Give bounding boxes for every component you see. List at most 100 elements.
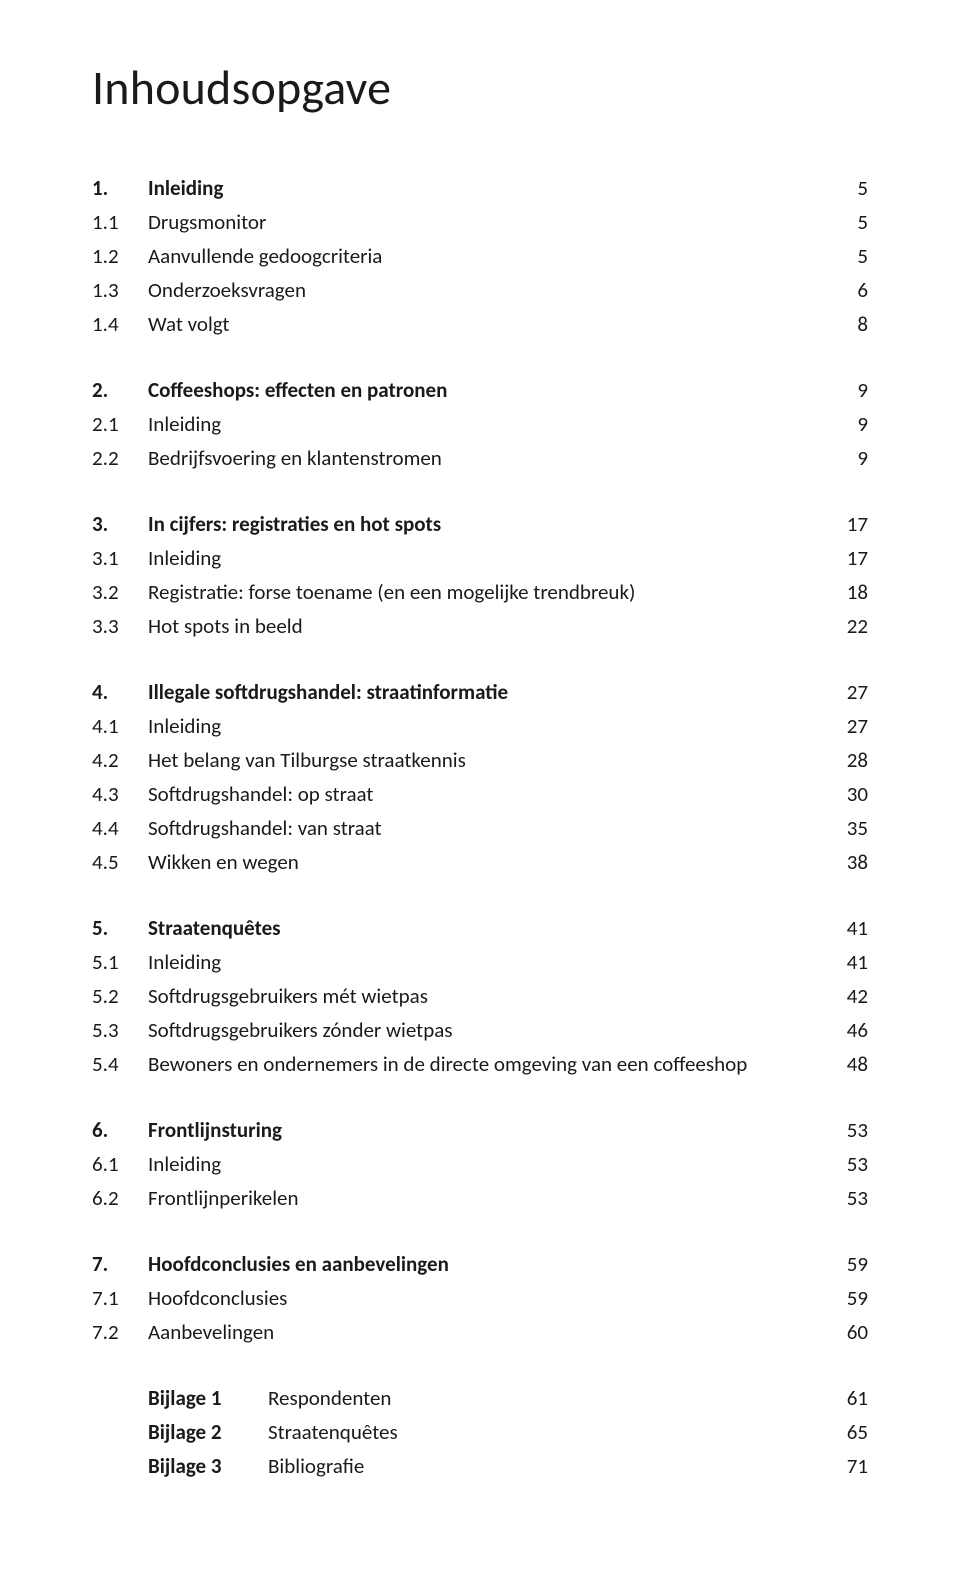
toc-bijlage-label: Bijlage 2 bbox=[148, 1415, 268, 1449]
toc-number: 1.2 bbox=[92, 239, 148, 273]
toc-page-number: 59 bbox=[828, 1281, 868, 1315]
toc-subitem: 7.2Aanbevelingen60 bbox=[92, 1315, 868, 1349]
toc-section-head: 7.Hoofdconclusies en aanbevelingen59 bbox=[92, 1247, 868, 1281]
toc-number: 7. bbox=[92, 1247, 148, 1281]
toc-page-number: 5 bbox=[828, 205, 868, 239]
toc-title-text: Frontlijnsturing bbox=[148, 1113, 828, 1147]
toc-subitem: 1.2Aanvullende gedoogcriteria5 bbox=[92, 239, 868, 273]
toc-subitem: 1.1Drugsmonitor5 bbox=[92, 205, 868, 239]
toc-bijlage-title: Straatenquêtes bbox=[268, 1415, 828, 1449]
toc-section-head: 4.Illegale softdrugshandel: straatinform… bbox=[92, 675, 868, 709]
toc-bijlage-title: Bibliografie bbox=[268, 1449, 828, 1483]
toc-title-text: Wat volgt bbox=[148, 307, 828, 341]
toc-subitem: 4.2Het belang van Tilburgse straatkennis… bbox=[92, 743, 868, 777]
toc-number: 1.4 bbox=[92, 307, 148, 341]
toc-page-number: 27 bbox=[828, 675, 868, 709]
toc-page-number: 59 bbox=[828, 1247, 868, 1281]
toc-number: 5.2 bbox=[92, 979, 148, 1013]
toc-subitem: 1.4Wat volgt8 bbox=[92, 307, 868, 341]
toc-bijlage-row: Bijlage 3Bibliografie71 bbox=[92, 1449, 868, 1483]
toc-page-number: 60 bbox=[828, 1315, 868, 1349]
toc-title-text: Illegale softdrugshandel: straatinformat… bbox=[148, 675, 828, 709]
toc-page-number: 46 bbox=[828, 1013, 868, 1047]
toc-number: 6.1 bbox=[92, 1147, 148, 1181]
toc-section-head: 2.Coffeeshops: effecten en patronen9 bbox=[92, 373, 868, 407]
toc-page-number: 5 bbox=[828, 171, 868, 205]
toc-subitem: 2.2Bedrijfsvoering en klantenstromen9 bbox=[92, 441, 868, 475]
toc-title-text: Frontlijnperikelen bbox=[148, 1181, 828, 1215]
toc-number: 5.3 bbox=[92, 1013, 148, 1047]
toc-page-number: 41 bbox=[828, 911, 868, 945]
toc-title-text: Inleiding bbox=[148, 709, 828, 743]
toc-title-text: Bewoners en ondernemers in de directe om… bbox=[148, 1047, 828, 1081]
toc-title-text: Bedrijfsvoering en klantenstromen bbox=[148, 441, 828, 475]
toc-number: 2.2 bbox=[92, 441, 148, 475]
toc-title-text: Softdrugshandel: van straat bbox=[148, 811, 828, 845]
toc-section: 7.Hoofdconclusies en aanbevelingen597.1H… bbox=[92, 1247, 868, 1349]
toc-page-number: 53 bbox=[828, 1147, 868, 1181]
toc-title-text: Inleiding bbox=[148, 945, 828, 979]
toc-page-number: 5 bbox=[828, 239, 868, 273]
toc-bijlage-label: Bijlage 1 bbox=[148, 1381, 268, 1415]
toc-title-text: Onderzoeksvragen bbox=[148, 273, 828, 307]
toc-section: 2.Coffeeshops: effecten en patronen92.1I… bbox=[92, 373, 868, 475]
toc-page-number: 35 bbox=[828, 811, 868, 845]
toc-title-text: Hot spots in beeld bbox=[148, 609, 828, 643]
toc-page-number: 65 bbox=[828, 1415, 868, 1449]
toc-title-text: Hoofdconclusies en aanbevelingen bbox=[148, 1247, 828, 1281]
toc-title-text: Coffeeshops: effecten en patronen bbox=[148, 373, 828, 407]
toc-subitem: 4.1Inleiding27 bbox=[92, 709, 868, 743]
toc-page-number: 8 bbox=[828, 307, 868, 341]
toc-subitem: 3.2Registratie: forse toename (en een mo… bbox=[92, 575, 868, 609]
toc-number: 4.2 bbox=[92, 743, 148, 777]
toc-title-text: Softdrugsgebruikers zónder wietpas bbox=[148, 1013, 828, 1047]
toc-number: 3.2 bbox=[92, 575, 148, 609]
toc-subitem: 5.3Softdrugsgebruikers zónder wietpas46 bbox=[92, 1013, 868, 1047]
toc-page-number: 71 bbox=[828, 1449, 868, 1483]
toc-title-text: Hoofdconclusies bbox=[148, 1281, 828, 1315]
toc-section-head: 3.In cijfers: registraties en hot spots1… bbox=[92, 507, 868, 541]
toc-bijlage-label: Bijlage 3 bbox=[148, 1449, 268, 1483]
toc-number: 4.4 bbox=[92, 811, 148, 845]
toc-number: 5. bbox=[92, 911, 148, 945]
toc-page-number: 9 bbox=[828, 441, 868, 475]
toc-number: 1.1 bbox=[92, 205, 148, 239]
toc-page-number: 6 bbox=[828, 273, 868, 307]
toc-page-number: 17 bbox=[828, 507, 868, 541]
toc-title-text: Inleiding bbox=[148, 1147, 828, 1181]
toc-subitem: 5.1Inleiding41 bbox=[92, 945, 868, 979]
toc-number: 4.3 bbox=[92, 777, 148, 811]
toc-title-text: Het belang van Tilburgse straatkennis bbox=[148, 743, 828, 777]
toc-number: 3.1 bbox=[92, 541, 148, 575]
toc-subitem: 4.4Softdrugshandel: van straat35 bbox=[92, 811, 868, 845]
toc-bijlage-row: Bijlage 2Straatenquêtes65 bbox=[92, 1415, 868, 1449]
toc-number: 3.3 bbox=[92, 609, 148, 643]
toc-page-number: 22 bbox=[828, 609, 868, 643]
toc-number: 5.4 bbox=[92, 1047, 148, 1081]
toc-subitem: 4.5Wikken en wegen38 bbox=[92, 845, 868, 879]
toc-section-head: 1.Inleiding5 bbox=[92, 171, 868, 205]
toc-subitem: 3.3Hot spots in beeld22 bbox=[92, 609, 868, 643]
toc-number: 7.1 bbox=[92, 1281, 148, 1315]
toc-section: 3.In cijfers: registraties en hot spots1… bbox=[92, 507, 868, 643]
toc-number: 5.1 bbox=[92, 945, 148, 979]
toc-title-text: Wikken en wegen bbox=[148, 845, 828, 879]
toc-page-number: 48 bbox=[828, 1047, 868, 1081]
toc-number: 1. bbox=[92, 171, 148, 205]
toc-bijlagen: Bijlage 1Respondenten61Bijlage 2Straaten… bbox=[92, 1381, 868, 1483]
toc-title-text: Softdrugshandel: op straat bbox=[148, 777, 828, 811]
toc-subitem: 5.2Softdrugsgebruikers mét wietpas42 bbox=[92, 979, 868, 1013]
toc-page-number: 28 bbox=[828, 743, 868, 777]
toc-number: 6. bbox=[92, 1113, 148, 1147]
toc-page: Inhoudsopgave 1.Inleiding51.1Drugsmonito… bbox=[0, 0, 960, 1596]
toc-page-number: 53 bbox=[828, 1113, 868, 1147]
toc-page-number: 42 bbox=[828, 979, 868, 1013]
toc-section: 6.Frontlijnsturing536.1Inleiding536.2Fro… bbox=[92, 1113, 868, 1215]
toc-body: 1.Inleiding51.1Drugsmonitor51.2Aanvullen… bbox=[92, 171, 868, 1484]
toc-bijlage-title: Respondenten bbox=[268, 1381, 828, 1415]
toc-subitem: 3.1Inleiding17 bbox=[92, 541, 868, 575]
toc-section-head: 5.Straatenquêtes41 bbox=[92, 911, 868, 945]
toc-section-head: 6.Frontlijnsturing53 bbox=[92, 1113, 868, 1147]
toc-page-number: 9 bbox=[828, 373, 868, 407]
toc-title-text: Aanbevelingen bbox=[148, 1315, 828, 1349]
